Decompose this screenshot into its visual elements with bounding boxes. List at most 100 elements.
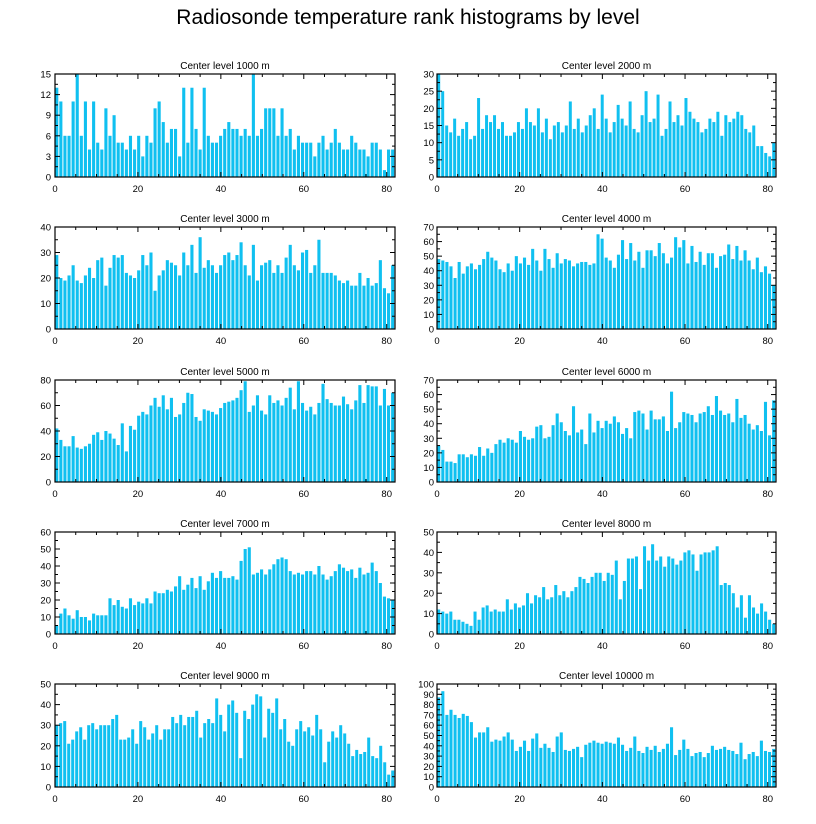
histogram-bar xyxy=(559,732,563,787)
x-tick-label: 80 xyxy=(381,489,392,500)
x-tick-label: 40 xyxy=(597,184,608,195)
histogram-bar xyxy=(362,574,366,634)
histogram-bar xyxy=(445,714,449,787)
histogram-bar xyxy=(686,263,690,329)
x-tick-label: 20 xyxy=(514,336,525,347)
histogram-bar xyxy=(343,733,347,787)
histogram-bar xyxy=(477,619,481,634)
histogram-bar xyxy=(494,444,498,482)
histogram-bar xyxy=(203,723,207,787)
histogram-bar xyxy=(571,406,576,482)
histogram-bar xyxy=(740,115,744,177)
histogram-bar xyxy=(127,737,131,787)
histogram-bar xyxy=(120,423,124,482)
y-tick-label: 20 xyxy=(423,104,434,115)
histogram-bar xyxy=(133,429,137,482)
histogram-bar xyxy=(547,259,551,329)
histogram-bar xyxy=(768,273,772,329)
histogram-bar xyxy=(612,267,616,329)
histogram-bar xyxy=(337,280,341,329)
histogram-bar xyxy=(87,149,92,177)
x-tick-label: 60 xyxy=(298,794,309,805)
histogram-bar xyxy=(678,749,682,787)
histogram-bar xyxy=(514,442,518,482)
histogram-bar xyxy=(280,272,284,329)
histogram-bar xyxy=(490,452,494,482)
histogram-bar xyxy=(637,750,641,787)
histogram-bar xyxy=(351,756,355,787)
histogram-bar xyxy=(183,725,187,787)
histogram-bar xyxy=(588,115,592,177)
histogram-bar xyxy=(251,704,255,787)
histogram-bar xyxy=(465,457,469,482)
histogram-bar xyxy=(739,742,743,787)
y-tick-label: 3 xyxy=(46,152,51,163)
y-tick-label: 50 xyxy=(40,545,51,556)
histogram-bar xyxy=(178,156,182,177)
histogram-bar xyxy=(482,259,486,329)
histogram-bar xyxy=(525,593,530,634)
histogram-bar xyxy=(486,448,490,482)
histogram-bar xyxy=(128,598,133,634)
y-tick-label: 0 xyxy=(46,325,51,336)
histogram-bar xyxy=(96,142,100,177)
histogram-bar xyxy=(592,432,596,482)
histogram-bar xyxy=(387,774,391,787)
histogram-bar xyxy=(331,731,335,787)
histogram-bar xyxy=(535,426,539,482)
histogram-bar xyxy=(95,729,99,787)
histogram-bar xyxy=(660,135,664,177)
histogram-bar xyxy=(457,261,461,329)
histogram-bar xyxy=(576,118,580,177)
histogram-bar xyxy=(309,571,313,634)
histogram-bar xyxy=(600,94,604,177)
histogram-bar xyxy=(490,257,494,329)
histogram-bar xyxy=(59,101,63,177)
histogram-bar xyxy=(329,272,333,329)
histogram-bar xyxy=(696,122,700,177)
histogram-bar xyxy=(743,414,747,482)
histogram-bar xyxy=(665,263,669,329)
histogram-bar xyxy=(327,741,331,787)
y-tick-label: 9 xyxy=(46,111,51,122)
histogram-bar xyxy=(510,439,514,482)
histogram-bar xyxy=(682,412,686,482)
histogram-bar xyxy=(649,250,653,329)
histogram-bar xyxy=(473,737,478,787)
histogram-bar xyxy=(119,739,123,787)
panel-title: Center level 1000 m xyxy=(180,61,270,72)
histogram-bar xyxy=(295,729,299,787)
histogram-bar xyxy=(382,596,387,634)
y-tick-label: 0 xyxy=(429,630,434,641)
histogram-bar xyxy=(727,413,731,482)
histogram-bar xyxy=(149,405,153,482)
histogram-bar xyxy=(363,751,367,787)
histogram-bar xyxy=(714,267,719,329)
histogram-bar xyxy=(674,237,678,329)
histogram-bar xyxy=(288,244,292,329)
histogram-bar xyxy=(280,557,284,634)
histogram-bar xyxy=(634,556,638,634)
histogram-bar xyxy=(108,598,112,634)
histogram-bar xyxy=(640,115,644,177)
histogram-bar xyxy=(568,101,572,177)
histogram-bar xyxy=(255,395,260,482)
histogram-bar xyxy=(169,591,173,634)
histogram-bar xyxy=(610,574,614,634)
x-tick-label: 40 xyxy=(597,336,608,347)
y-tick-label: 40 xyxy=(423,741,434,752)
panel-title: Center level 9000 m xyxy=(180,671,270,682)
histogram-bar xyxy=(724,115,728,177)
y-tick-label: 30 xyxy=(423,434,434,445)
histogram-bar xyxy=(190,87,194,177)
y-tick-label: 10 xyxy=(423,609,434,620)
histogram-bar xyxy=(123,739,127,787)
histogram-bar xyxy=(268,395,272,482)
histogram-bar xyxy=(518,263,522,329)
histogram-bar xyxy=(341,567,346,634)
histogram-bar xyxy=(71,739,75,787)
histogram-bar xyxy=(728,122,732,177)
histogram-bar xyxy=(387,149,391,177)
histogram-bar xyxy=(223,255,227,329)
histogram-bar xyxy=(333,405,337,482)
